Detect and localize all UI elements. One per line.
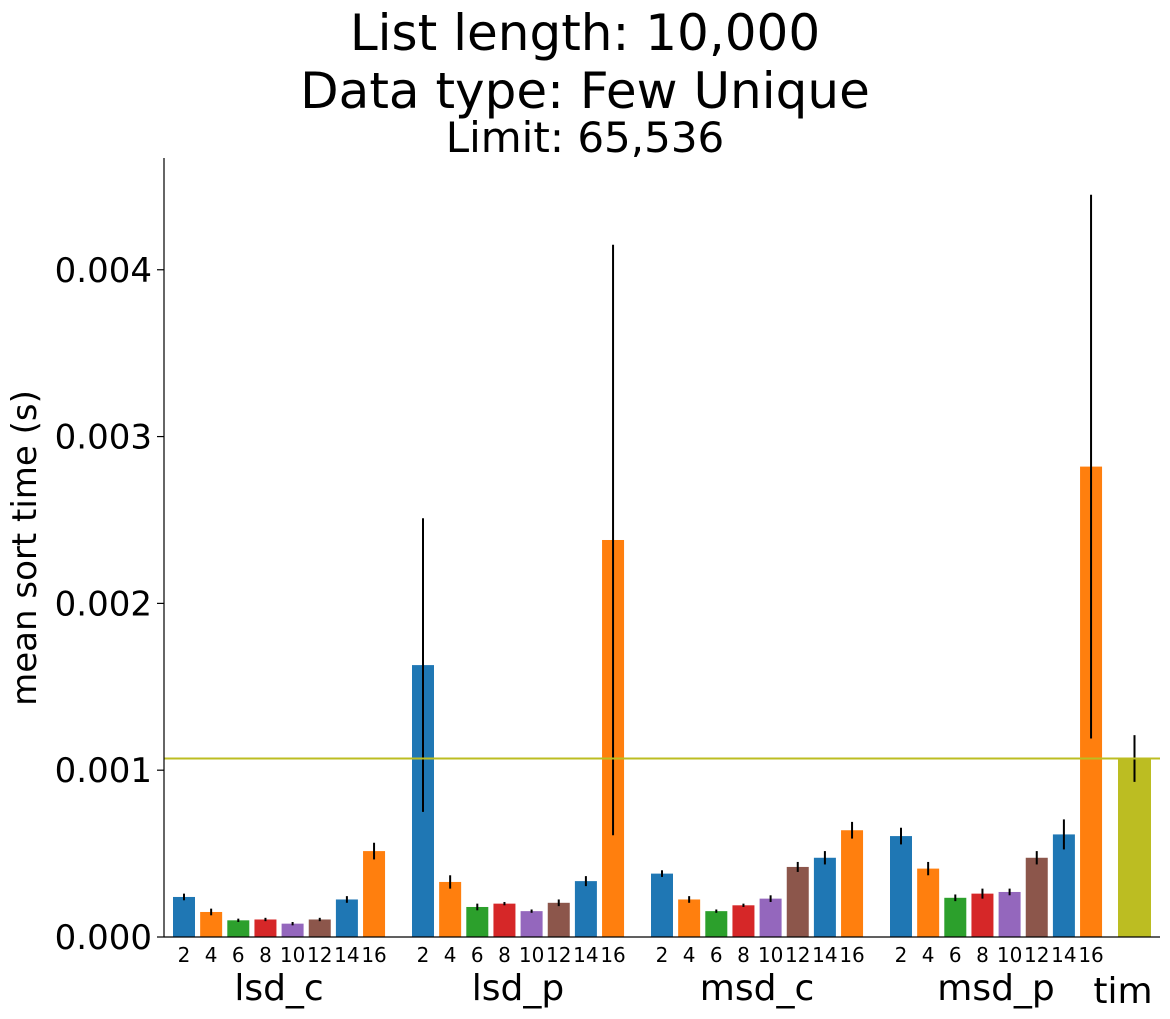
bar-lsd_c-12 (308, 919, 331, 937)
bar-msd_p-4 (917, 868, 940, 937)
x-tick-label: 4 (444, 943, 457, 967)
bar-lsd_c-14 (335, 899, 358, 937)
y-tick-label: 0.003 (55, 418, 152, 458)
bar-tim (1118, 758, 1151, 937)
bar-lsd_c-4 (200, 911, 223, 937)
x-tick-label: 6 (710, 943, 723, 967)
x-tick-label: 6 (232, 943, 245, 967)
bar-lsd_c-2 (173, 896, 195, 937)
x-tick-label: 16 (1078, 943, 1103, 967)
chart-title-line-2: Data type: Few Unique (300, 62, 870, 120)
bar-msd_p-6 (944, 897, 967, 937)
x-tick-label: 6 (949, 943, 962, 967)
bar-msd_c-8 (732, 905, 755, 937)
bar-msd_p-8 (971, 893, 994, 937)
x-tick-label: 8 (976, 943, 989, 967)
x-tick-label: 2 (656, 943, 669, 967)
x-tick-label: 6 (471, 943, 484, 967)
x-tick-label: 16 (361, 943, 386, 967)
group-label-lsd_p: lsd_p (472, 968, 564, 1009)
chart-title-line-1: List length: 10,000 (350, 4, 820, 62)
x-tick-label: 8 (259, 943, 272, 967)
bar-msd_c-14 (813, 857, 836, 937)
chart-subtitle: Limit: 65,536 (446, 113, 725, 162)
bar-msd_c-6 (705, 911, 728, 937)
x-tick-label: 10 (758, 943, 783, 967)
y-tick-label: 0.000 (55, 918, 152, 958)
x-tick-label: 8 (498, 943, 511, 967)
x-tick-label: 4 (683, 943, 696, 967)
x-tick-label: 8 (737, 943, 750, 967)
plot-area (164, 194, 1160, 937)
bar-msd_c-4 (678, 899, 701, 937)
x-tick-label: 10 (997, 943, 1022, 967)
x-tick-label: 10 (519, 943, 544, 967)
bar-msd_c-12 (786, 866, 809, 937)
x-tick-label: 2 (895, 943, 908, 967)
x-tick-label: 12 (546, 943, 571, 967)
bar-lsd_c-16 (363, 851, 386, 937)
x-tick-label: 14 (1051, 943, 1076, 967)
bar-msd_c-10 (759, 898, 782, 937)
x-tick-label: 16 (839, 943, 864, 967)
bar-lsd_p-10 (520, 911, 543, 937)
bar-lsd_c-8 (254, 919, 277, 937)
x-tick-label: 14 (334, 943, 359, 967)
bar-lsd_c-6 (227, 920, 250, 937)
y-tick-label: 0.002 (55, 584, 152, 624)
group-label-msd_c: msd_c (700, 968, 814, 1009)
y-axis-ticks: 0.000 0.001 0.002 0.003 0.004 (55, 251, 164, 958)
bar-lsd_p-4 (439, 881, 462, 937)
x-tick-label: 12 (785, 943, 810, 967)
x-tick-label: 14 (573, 943, 598, 967)
y-tick-label: 0.001 (55, 751, 152, 791)
bar-lsd_p-12 (547, 902, 570, 937)
x-tick-label: 10 (280, 943, 305, 967)
x-tick-label: 2 (417, 943, 430, 967)
x-tick-label: 4 (205, 943, 218, 967)
group-label-lsd_c: lsd_c (234, 968, 323, 1009)
y-axis-label: mean sort time (s) (5, 390, 45, 706)
bar-msd_p-10 (998, 891, 1021, 937)
x-tick-label: 16 (600, 943, 625, 967)
bar-msd_c-2 (651, 873, 673, 937)
bar-msd_p-12 (1025, 857, 1048, 937)
bar-lsd_p-14 (574, 881, 597, 937)
x-tick-label: 12 (307, 943, 332, 967)
group-label-msd_p: msd_p (937, 968, 1055, 1009)
bar-msd_c-16 (841, 830, 864, 937)
group-label-tim: tim (1093, 971, 1152, 1012)
x-tick-label: 4 (922, 943, 935, 967)
bar-msd_p-14 (1052, 834, 1075, 937)
bar-lsd_p-8 (493, 903, 516, 937)
bar-lsd_p-6 (466, 906, 489, 937)
x-tick-label: 2 (178, 943, 191, 967)
x-tick-label: 12 (1024, 943, 1049, 967)
bar-msd_p-2 (890, 836, 912, 937)
bar-lsd_c-10 (281, 923, 304, 937)
x-tick-label: 14 (812, 943, 837, 967)
y-tick-label: 0.004 (55, 251, 152, 291)
